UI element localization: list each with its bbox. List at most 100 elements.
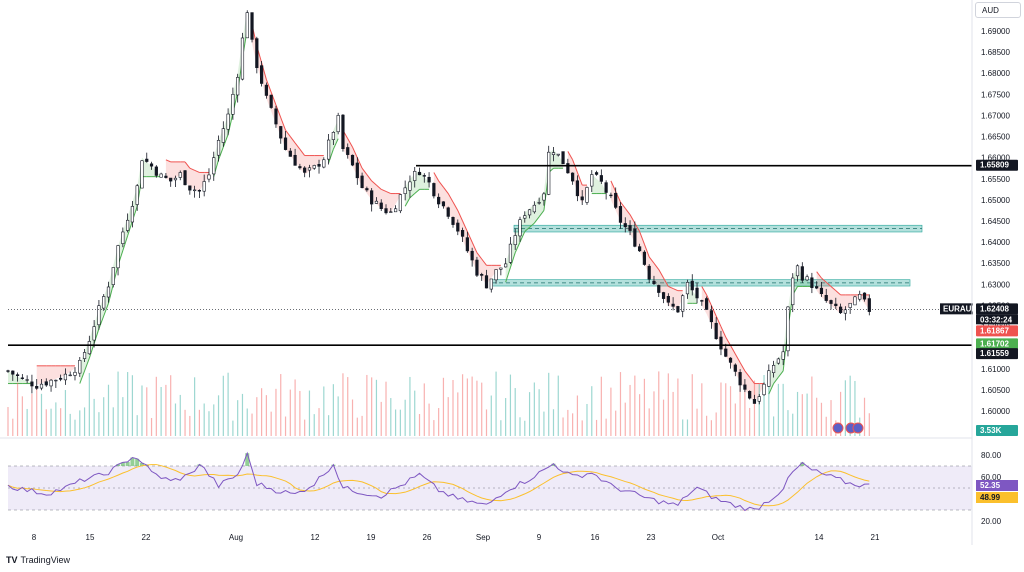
volume-bar	[399, 409, 401, 436]
candle-body	[547, 151, 551, 195]
volume-bar	[658, 371, 660, 436]
trend-line	[356, 157, 363, 169]
candle-body	[317, 163, 321, 167]
candle-body	[748, 390, 752, 399]
event-markers[interactable]	[832, 422, 864, 434]
volume-bar	[562, 417, 564, 436]
candle-body	[360, 175, 364, 188]
trend-fill	[12, 373, 18, 384]
volume-bar	[184, 409, 186, 436]
volume-bar	[548, 372, 550, 436]
trend-line	[93, 328, 100, 344]
price-tags: 1.65809 EURAUD 1.62408 03:32:24 1.61867 1.617…	[940, 159, 1018, 436]
candle-body	[666, 295, 670, 303]
tv-logo-icon: TV	[6, 555, 18, 565]
trend-line	[639, 231, 645, 245]
volume-bar	[93, 398, 95, 436]
trend-line	[270, 92, 277, 106]
volume-bar	[213, 404, 215, 436]
time-tick-label: Aug	[229, 533, 243, 542]
volume-tag-bg	[976, 425, 1018, 436]
volume-bar	[304, 419, 306, 436]
tradingview-logo[interactable]: TV TradingView	[6, 555, 70, 565]
trend-line	[668, 285, 674, 290]
price-tick-label: 1.64500	[981, 217, 1010, 226]
candle-body	[149, 163, 154, 167]
volume-bar	[36, 387, 38, 436]
trend-fill	[79, 351, 85, 384]
candle-body	[106, 286, 111, 298]
candle-body	[87, 341, 91, 355]
trend-line	[265, 79, 272, 93]
candle-body	[537, 202, 541, 204]
currency-label[interactable]: AUD	[975, 2, 1021, 18]
trend-line	[663, 277, 669, 287]
candle-body	[54, 379, 58, 382]
candle-body	[78, 360, 82, 374]
candle-body	[867, 298, 871, 312]
candle-body	[470, 250, 474, 261]
candle-body	[288, 150, 292, 157]
volume-bar	[639, 394, 641, 436]
time-tick-label: 21	[871, 533, 880, 542]
volume-bar	[634, 375, 636, 436]
volume-bar	[418, 414, 421, 436]
symbol-tag: EURAUD	[943, 304, 977, 313]
candle-body	[303, 167, 307, 173]
candle-body	[733, 364, 737, 372]
volume-bar	[739, 376, 741, 436]
candle-body	[838, 306, 843, 314]
trend-line	[653, 262, 660, 270]
candle-body	[422, 175, 426, 177]
rsi-value-tag: 52.35	[980, 481, 1001, 490]
trend-line	[347, 138, 353, 148]
candle-body	[312, 165, 316, 169]
rsi-pane[interactable]: 80.00 60.00 20.00 52.35 48.99	[7, 451, 1018, 526]
candle-body	[197, 189, 202, 192]
horizontal-levels[interactable]	[8, 164, 972, 346]
trend-line	[184, 161, 191, 169]
candle-body	[681, 295, 685, 312]
trend-fill	[70, 365, 75, 372]
trend-line	[629, 214, 636, 224]
candle-body	[556, 153, 560, 156]
volume-bar	[270, 411, 272, 436]
trend-fill	[534, 197, 540, 224]
candle-body	[245, 12, 249, 39]
volume-bar	[366, 374, 368, 436]
candle-body	[135, 185, 139, 205]
trend-fill	[754, 383, 760, 403]
trend-line	[79, 370, 86, 384]
trend-line	[476, 252, 483, 260]
volume-bar	[194, 377, 196, 436]
volume-bar	[423, 383, 425, 436]
candle-body	[719, 336, 723, 350]
candle-body	[298, 166, 302, 169]
volume-bar	[811, 376, 813, 436]
trend-line	[385, 190, 392, 195]
trend-line	[768, 383, 775, 395]
trend-line	[352, 146, 358, 158]
volume-bar	[394, 409, 397, 436]
candle-body	[293, 154, 297, 166]
candle-body	[810, 277, 814, 288]
volume-bar	[265, 395, 267, 436]
trend-line	[433, 172, 440, 182]
candle-body	[695, 287, 699, 299]
time-tick-label: Oct	[712, 533, 725, 542]
volume-bar	[16, 382, 19, 436]
volume-bar	[495, 371, 497, 436]
rsi-signal-tag: 48.99	[980, 493, 1001, 502]
time-axis[interactable]: 8 15 22 Aug 12 19 26 Sep 9 16 23 Oct 14 21	[32, 533, 880, 542]
trend-line	[672, 288, 679, 292]
candle-body	[331, 131, 335, 140]
trend-fill	[677, 290, 683, 310]
candle-body	[551, 152, 556, 155]
volume-bar	[155, 376, 157, 436]
volume-bar	[595, 419, 598, 436]
candle-body	[604, 182, 608, 193]
trend-line	[457, 210, 464, 222]
volume-bar	[777, 383, 779, 436]
volume-bar	[763, 375, 765, 436]
